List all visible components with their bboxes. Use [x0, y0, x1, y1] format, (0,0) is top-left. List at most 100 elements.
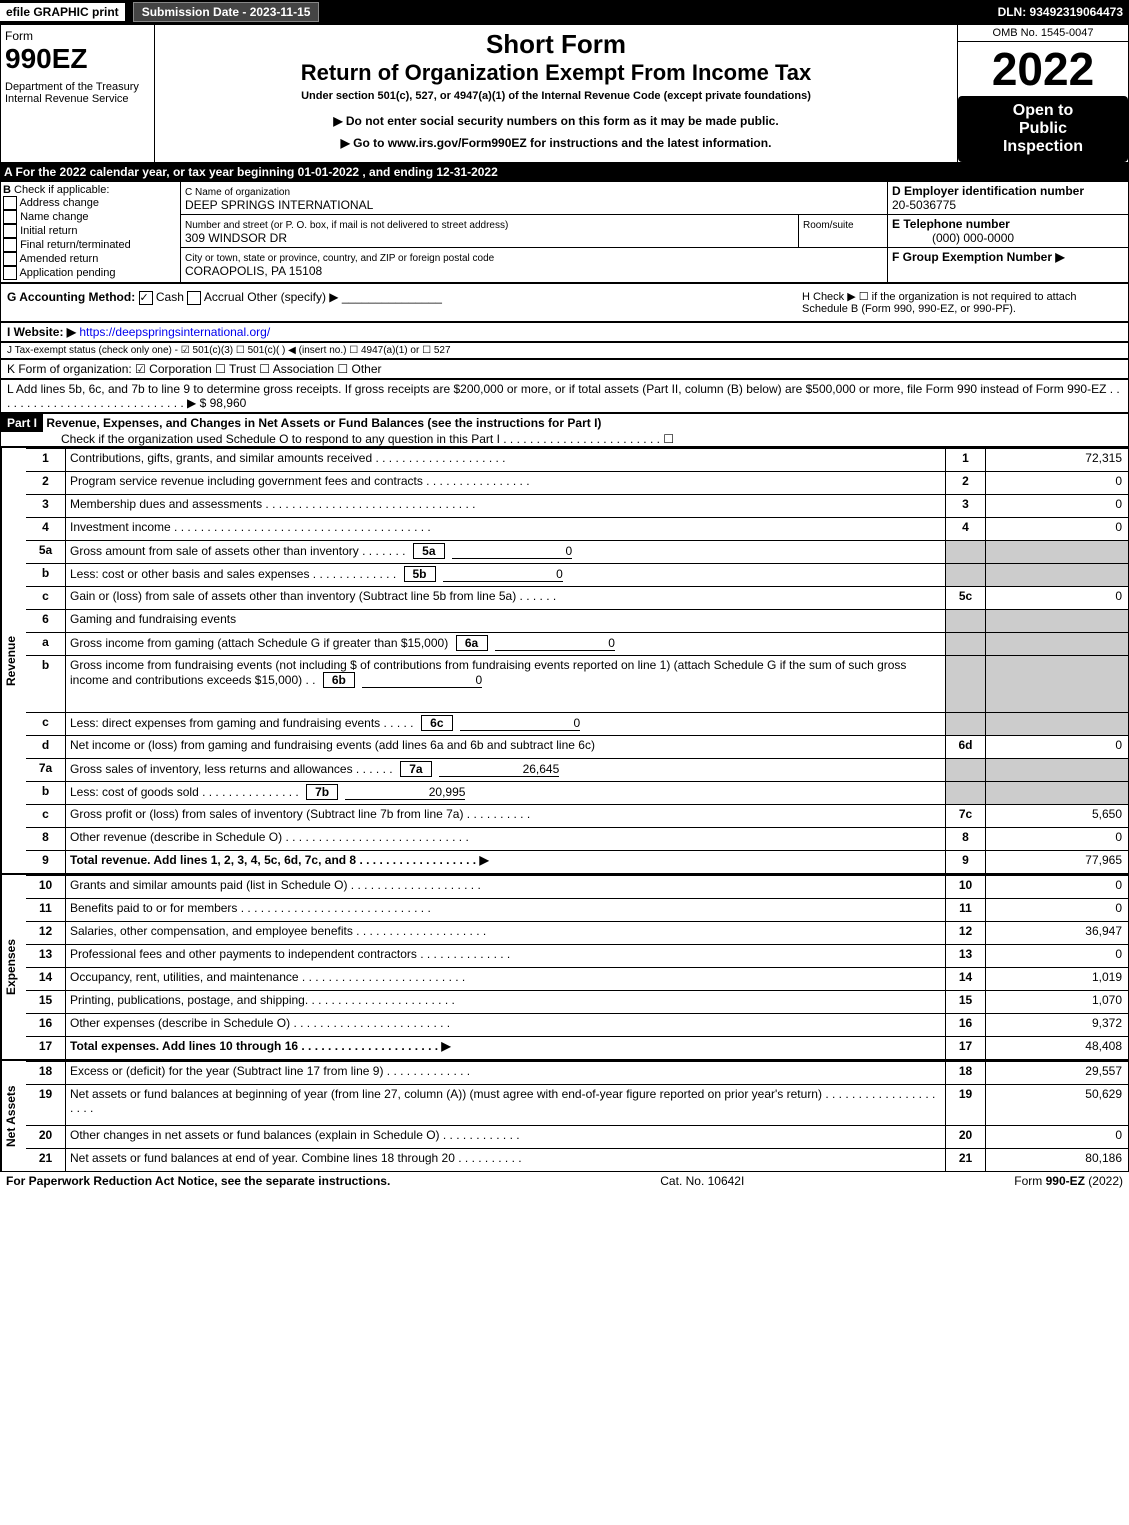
- line-6a-desc: Gross income from gaming (attach Schedul…: [66, 633, 945, 655]
- title-return: Return of Organization Exempt From Incom…: [159, 60, 953, 86]
- line-12-desc: Salaries, other compensation, and employ…: [66, 922, 945, 944]
- org-info-block: B Check if applicable: Address change Na…: [0, 181, 1129, 283]
- line-16-value: 9,372: [986, 1014, 1128, 1036]
- footer-catalog: Cat. No. 10642I: [660, 1174, 744, 1188]
- line-1-desc: Contributions, gifts, grants, and simila…: [66, 449, 945, 471]
- line-3-value: 0: [986, 495, 1128, 517]
- line-20-desc: Other changes in net assets or fund bala…: [66, 1126, 945, 1148]
- line-10-value: 0: [986, 876, 1128, 898]
- check-name-change[interactable]: [3, 210, 17, 224]
- footer-left: For Paperwork Reduction Act Notice, see …: [6, 1174, 390, 1188]
- form-word: Form: [5, 29, 150, 43]
- line-5a-desc: Gross amount from sale of assets other t…: [66, 541, 945, 563]
- section-i-website: I Website: ▶ https://deepspringsinternat…: [0, 322, 1129, 342]
- check-final-return[interactable]: [3, 238, 17, 252]
- line-12-value: 36,947: [986, 922, 1128, 944]
- b-check-label: Check if applicable:: [14, 184, 109, 196]
- line-14-value: 1,019: [986, 968, 1128, 990]
- line-4-desc: Investment income . . . . . . . . . . . …: [66, 518, 945, 540]
- line-17-value: 48,408: [986, 1037, 1128, 1059]
- line-10-desc: Grants and similar amounts paid (list in…: [66, 876, 945, 898]
- d-ein-label: D Employer identification number: [892, 184, 1084, 198]
- c-name-label: C Name of organization: [185, 187, 290, 198]
- e-phone-label: E Telephone number: [892, 217, 1010, 231]
- form-header: Form 990EZ Department of the Treasury In…: [0, 24, 1129, 163]
- f-group-label: F Group Exemption Number ▶: [892, 250, 1065, 264]
- line-8-desc: Other revenue (describe in Schedule O) .…: [66, 828, 945, 850]
- org-name: DEEP SPRINGS INTERNATIONAL: [185, 198, 373, 212]
- line-4-value: 0: [986, 518, 1128, 540]
- line-8-value: 0: [986, 828, 1128, 850]
- section-a-period: A For the 2022 calendar year, or tax yea…: [0, 163, 1129, 181]
- line-21-value: 80,186: [986, 1149, 1128, 1171]
- revenue-section: Revenue 1Contributions, gifts, grants, a…: [0, 447, 1129, 874]
- part1-header: Part I Revenue, Expenses, and Changes in…: [0, 413, 1129, 447]
- line-6d-desc: Net income or (loss) from gaming and fun…: [66, 736, 945, 758]
- city-label: City or town, state or province, country…: [185, 253, 494, 264]
- check-amended[interactable]: [3, 252, 17, 266]
- line-5c-value: 0: [986, 587, 1128, 609]
- ssn-warning: ▶ Do not enter social security numbers o…: [159, 114, 953, 128]
- section-l-gross-receipts: L Add lines 5b, 6c, and 7b to line 9 to …: [0, 379, 1129, 413]
- check-app-pending[interactable]: [3, 266, 17, 280]
- section-j-tax-status: J Tax-exempt status (check only one) - ☑…: [0, 342, 1129, 359]
- line-5c-desc: Gain or (loss) from sale of assets other…: [66, 587, 945, 609]
- omb-number: OMB No. 1545-0047: [958, 25, 1128, 42]
- form-number: 990EZ: [5, 43, 150, 75]
- line-11-value: 0: [986, 899, 1128, 921]
- check-initial-return[interactable]: [3, 224, 17, 238]
- line-5b-desc: Less: cost or other basis and sales expe…: [66, 564, 945, 586]
- section-g-h: G Accounting Method: Cash Accrual Other …: [0, 283, 1129, 322]
- line-3-desc: Membership dues and assessments . . . . …: [66, 495, 945, 517]
- check-address-change[interactable]: [3, 196, 17, 210]
- g-accounting-label: G Accounting Method:: [7, 290, 135, 304]
- h-schedule-b: H Check ▶ ☐ if the organization is not r…: [802, 290, 1122, 315]
- top-bar: efile GRAPHIC print Submission Date - 20…: [0, 0, 1129, 24]
- line-19-value: 50,629: [986, 1085, 1128, 1125]
- line-13-value: 0: [986, 945, 1128, 967]
- street-address: 309 WINDSOR DR: [185, 231, 287, 245]
- dln-label: DLN: 93492319064473: [998, 5, 1129, 19]
- line-11-desc: Benefits paid to or for members . . . . …: [66, 899, 945, 921]
- line-1-value: 72,315: [986, 449, 1128, 471]
- expenses-side-label: Expenses: [1, 875, 26, 1059]
- line-19-desc: Net assets or fund balances at beginning…: [66, 1085, 945, 1125]
- line-9-value: 77,965: [986, 851, 1128, 873]
- irs-label: Internal Revenue Service: [5, 93, 150, 105]
- goto-link[interactable]: ▶ Go to www.irs.gov/Form990EZ for instru…: [159, 136, 953, 150]
- line-18-value: 29,557: [986, 1062, 1128, 1084]
- tax-year: 2022: [958, 42, 1128, 96]
- title-short-form: Short Form: [159, 29, 953, 60]
- dept-treasury: Department of the Treasury: [5, 81, 150, 93]
- line-2-value: 0: [986, 472, 1128, 494]
- city-state-zip: CORAOPOLIS, PA 15108: [185, 264, 322, 278]
- line-21-desc: Net assets or fund balances at end of ye…: [66, 1149, 945, 1171]
- line-6d-value: 0: [986, 736, 1128, 758]
- footer-form-ref: Form 990-EZ (2022): [1014, 1174, 1123, 1188]
- line-6c-desc: Less: direct expenses from gaming and fu…: [66, 713, 945, 735]
- submission-date-button[interactable]: Submission Date - 2023-11-15: [133, 2, 320, 22]
- line-18-desc: Excess or (deficit) for the year (Subtra…: [66, 1062, 945, 1084]
- line-20-value: 0: [986, 1126, 1128, 1148]
- ein-value: 20-5036775: [892, 198, 956, 212]
- line-7b-desc: Less: cost of goods sold . . . . . . . .…: [66, 782, 945, 804]
- street-label: Number and street (or P. O. box, if mail…: [185, 220, 508, 231]
- check-cash[interactable]: [139, 291, 153, 305]
- website-link[interactable]: https://deepspringsinternational.org/: [79, 325, 270, 339]
- subtitle: Under section 501(c), 527, or 4947(a)(1)…: [159, 90, 953, 102]
- line-13-desc: Professional fees and other payments to …: [66, 945, 945, 967]
- room-label: Room/suite: [803, 220, 854, 231]
- line-2-desc: Program service revenue including govern…: [66, 472, 945, 494]
- line-6b-desc: Gross income from fundraising events (no…: [66, 656, 945, 712]
- expenses-section: Expenses 10Grants and similar amounts pa…: [0, 874, 1129, 1060]
- revenue-side-label: Revenue: [1, 448, 26, 873]
- efile-print-label[interactable]: efile GRAPHIC print: [0, 3, 125, 21]
- net-assets-section: Net Assets 18Excess or (deficit) for the…: [0, 1060, 1129, 1172]
- section-k-org-type: K Form of organization: ☑ Corporation ☐ …: [0, 359, 1129, 379]
- line-7c-value: 5,650: [986, 805, 1128, 827]
- line-17-desc: Total expenses. Add lines 10 through 16 …: [66, 1037, 945, 1059]
- check-accrual[interactable]: [187, 291, 201, 305]
- line-7a-desc: Gross sales of inventory, less returns a…: [66, 759, 945, 781]
- line-15-value: 1,070: [986, 991, 1128, 1013]
- line-7c-desc: Gross profit or (loss) from sales of inv…: [66, 805, 945, 827]
